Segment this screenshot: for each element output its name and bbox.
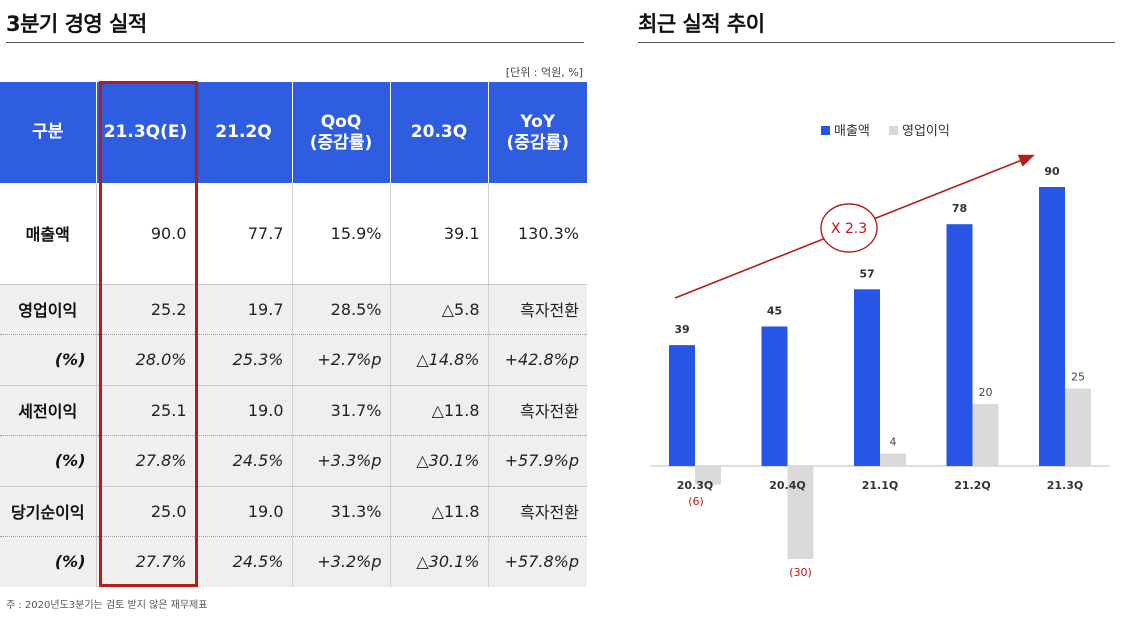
table-cell: 90.0: [96, 183, 196, 285]
table-row: 영업이익 25.2 19.7 28.5% △5.8 흑자전환: [0, 284, 587, 335]
table-cell: △30.1%: [390, 435, 489, 487]
table-cell: 24.5%: [195, 536, 293, 587]
row-label: 영업이익: [0, 284, 97, 335]
unit-note: [단위 : 억원, %]: [505, 66, 583, 79]
table-cell: 28.0%: [96, 334, 196, 386]
table-cell: +57.8%p: [488, 536, 587, 587]
table-cell: △30.1%: [390, 536, 489, 587]
table-cell: 28.5%: [292, 284, 391, 335]
table-cell: 19.0: [195, 385, 293, 436]
column-header: 21.3Q(E): [96, 82, 196, 183]
table-cell: △5.8: [390, 284, 489, 335]
bar-operating-profit: [1065, 388, 1091, 466]
growth-multiplier-label: X 2.3: [831, 221, 867, 237]
performance-table: 구분 21.3Q(E) 21.2Q QoQ (증감률) 20.3Q YoY (증감률) 매출액…: [0, 82, 587, 587]
table-cell: 19.7: [195, 284, 293, 335]
bar-sales: [761, 326, 788, 466]
bar-operating-profit: [972, 404, 999, 466]
row-label: (%): [0, 536, 97, 587]
table-body: 매출액 90.0 77.7 15.9% 39.1 130.3% 영업이익 25.2 19.7 28…: [0, 183, 587, 587]
table-cell: △11.8: [390, 486, 489, 537]
table-cell: +3.3%p: [292, 435, 391, 487]
data-label-sales: 39: [674, 323, 689, 336]
row-label: 당기순이익: [0, 486, 97, 537]
data-label-operating-profit: 4: [890, 436, 897, 449]
title-divider: [6, 42, 584, 43]
column-header: 21.2Q: [195, 82, 293, 183]
table-cell: 19.0: [195, 486, 293, 537]
table-cell: 39.1: [390, 183, 489, 285]
table-cell: 77.7: [195, 183, 293, 285]
table-cell: +57.9%p: [488, 435, 587, 487]
bar-sales: [1039, 187, 1065, 466]
table-cell: 흑자전환: [488, 284, 587, 335]
data-label-sales: 45: [767, 305, 782, 318]
bar-sales: [946, 224, 973, 466]
bar-operating-profit: [787, 466, 814, 559]
table-cell: +2.7%p: [292, 334, 391, 386]
table-cell: 15.9%: [292, 183, 391, 285]
legend-swatch-operating-profit: [889, 126, 898, 135]
footnote: 주 : 2020년도3분기는 검토 받지 않은 재무제표: [6, 600, 208, 611]
table-row: 세전이익 25.1 19.0 31.7% △11.8 흑자전환: [0, 385, 587, 436]
table-row: (%) 27.7% 24.5% +3.2%p △30.1% +57.8%p: [0, 536, 587, 587]
legend-label-sales: 매출액: [834, 124, 870, 139]
data-label-operating-profit: 20: [979, 386, 993, 399]
column-header: QoQ (증감률): [292, 82, 391, 183]
row-label: (%): [0, 435, 97, 487]
table-row: (%) 28.0% 25.3% +2.7%p △14.8% +42.8%p: [0, 334, 587, 386]
legend-label-operating-profit: 영업이익: [902, 124, 950, 139]
column-header: 20.3Q: [390, 82, 489, 183]
data-label-sales: 78: [952, 202, 967, 215]
table-cell: 흑자전환: [488, 486, 587, 537]
bar-operating-profit: [695, 466, 721, 485]
table-row: (%) 27.8% 24.5% +3.3%p △30.1% +57.9%p: [0, 435, 587, 487]
bar-sales: [854, 289, 880, 466]
x-tick-label: 21.3Q: [1047, 479, 1084, 492]
data-label-operating-profit: (6): [688, 495, 704, 508]
table-cell: 31.3%: [292, 486, 391, 537]
table-cell: 27.8%: [96, 435, 196, 487]
table-cell: 27.7%: [96, 536, 196, 587]
growth-multiplier-badge: [820, 203, 878, 253]
column-header: 구분: [0, 82, 97, 183]
section-title-recent-trend: 최근 실적 추이: [638, 12, 765, 36]
x-tick-label: 21.1Q: [862, 479, 899, 492]
table-cell: 25.1: [96, 385, 196, 436]
row-label: 세전이익: [0, 385, 97, 436]
table-header-row: 구분 21.3Q(E) 21.2Q QoQ (증감률) 20.3Q YoY (증감률): [0, 82, 587, 183]
data-label-sales: 90: [1044, 165, 1060, 178]
table-row: 당기순이익 25.0 19.0 31.3% △11.8 흑자전환: [0, 486, 587, 537]
title-divider: [638, 42, 1115, 43]
row-label: 매출액: [0, 183, 97, 285]
section-title-quarterly-results: 3분기 경영 실적: [6, 12, 147, 36]
table-cell: 31.7%: [292, 385, 391, 436]
x-tick-label: 20.3Q: [677, 479, 714, 492]
table-cell: 130.3%: [488, 183, 587, 285]
table-cell: +42.8%p: [488, 334, 587, 386]
table-cell: △11.8: [390, 385, 489, 436]
legend-swatch-sales: [821, 126, 830, 135]
bar-sales: [669, 345, 695, 466]
bar-operating-profit: [880, 453, 906, 466]
table-cell: 24.5%: [195, 435, 293, 487]
trend-bar-chart: 매출액 영업이익 39 (6) 20.3Q 45 (30) 20.4Q 57 4 21.1Q 78 20…: [650, 124, 1110, 579]
table-cell: 흑자전환: [488, 385, 587, 436]
data-label-sales: 57: [859, 267, 874, 280]
table-cell: 25.2: [96, 284, 196, 335]
table-row: 매출액 90.0 77.7 15.9% 39.1 130.3%: [0, 183, 587, 285]
table-cell: 25.0: [96, 486, 196, 537]
x-tick-label: 20.4Q: [769, 479, 806, 492]
table-cell: △14.8%: [390, 334, 489, 386]
table-cell: 25.3%: [195, 334, 293, 386]
row-label: (%): [0, 334, 97, 386]
x-tick-label: 21.2Q: [954, 479, 991, 492]
data-label-operating-profit: 25: [1071, 371, 1085, 384]
column-header: YoY (증감률): [488, 82, 587, 183]
table-cell: +3.2%p: [292, 536, 391, 587]
data-label-operating-profit: (30): [789, 566, 812, 579]
